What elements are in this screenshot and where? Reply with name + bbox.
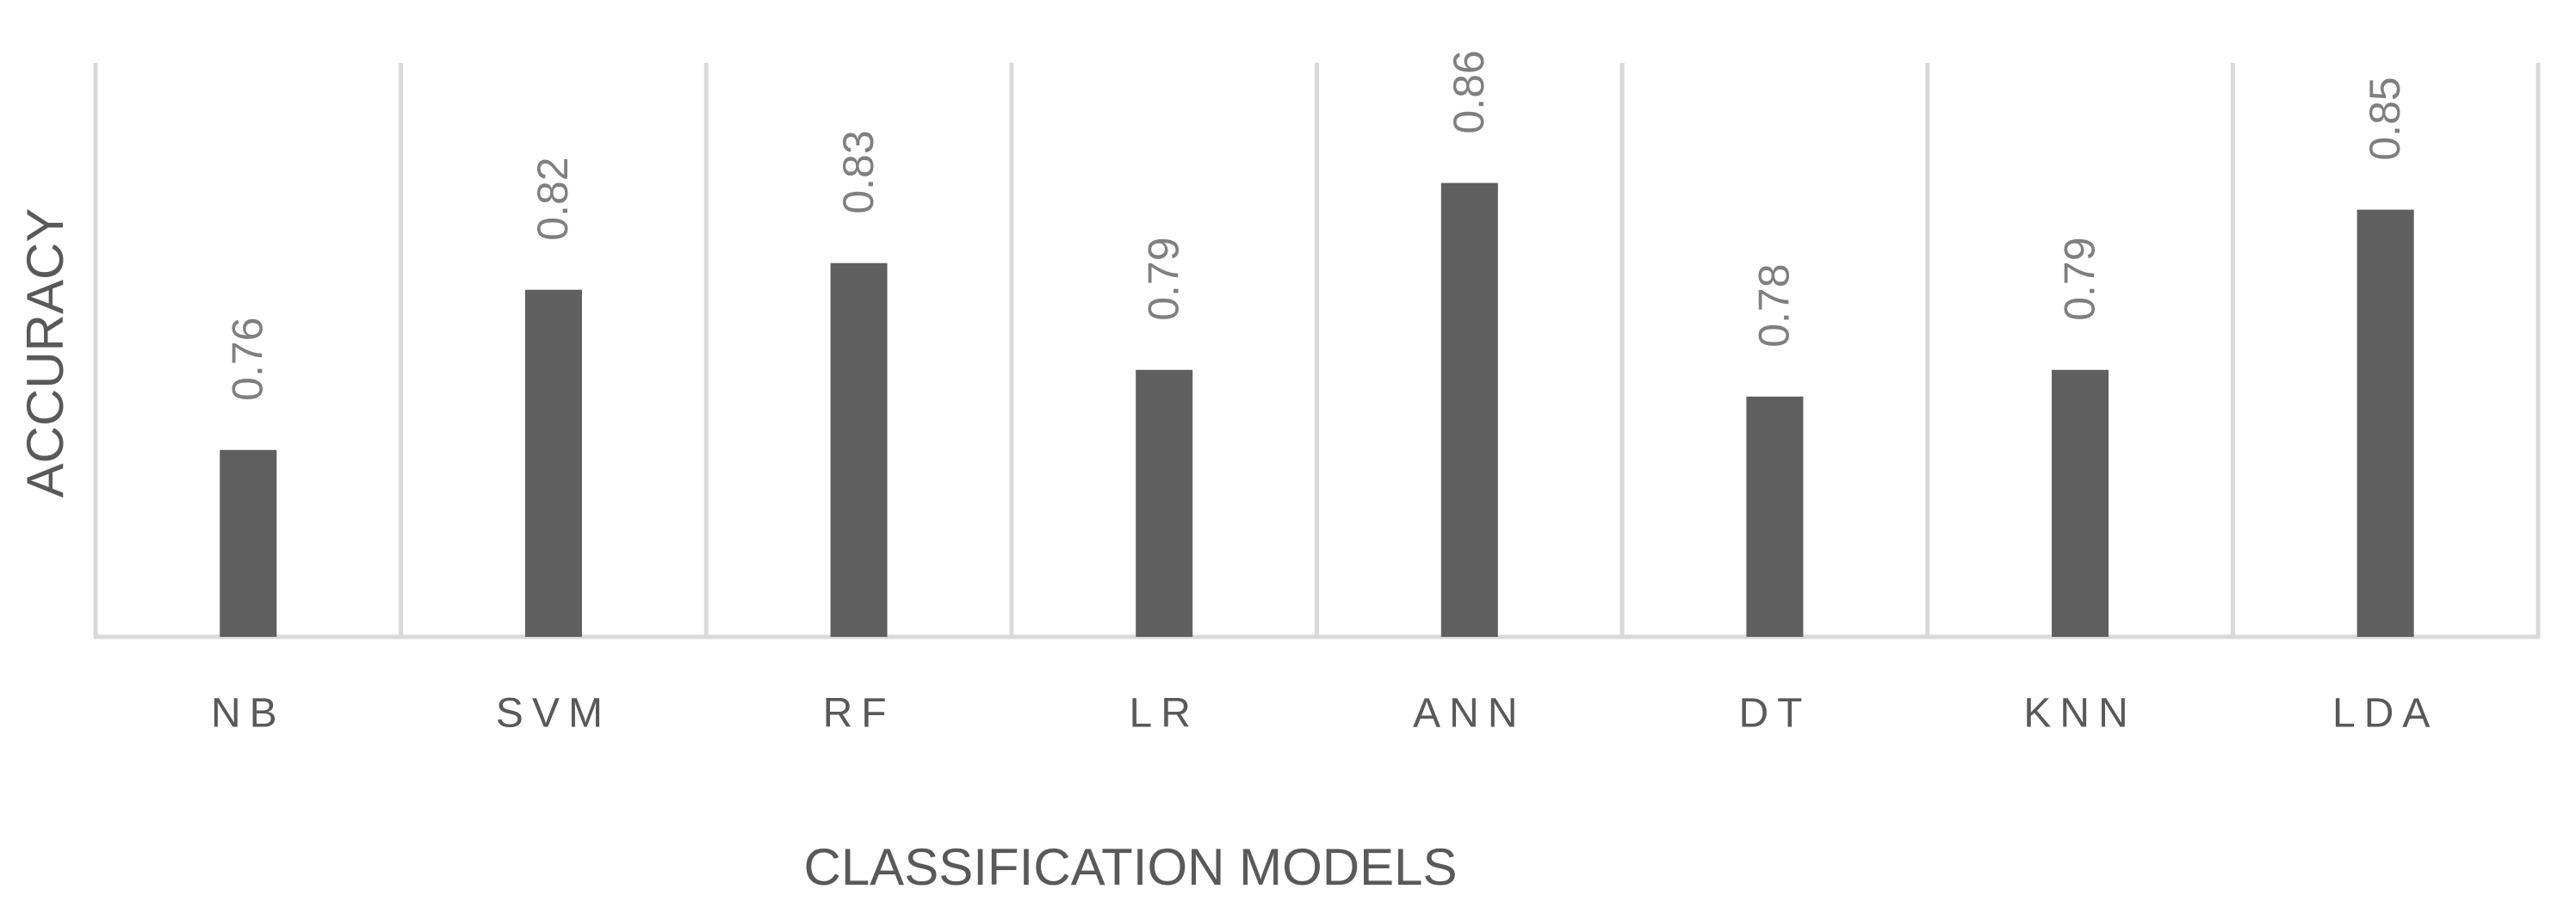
bar xyxy=(2356,209,2414,637)
x-tick-label: SVM xyxy=(496,691,611,737)
x-tick-label: LDA xyxy=(2332,691,2438,737)
x-tick-label: ANN xyxy=(1413,691,1526,737)
bar xyxy=(524,289,582,637)
bar xyxy=(220,449,277,637)
x-axis-title: CLASSIFICATION MODELS xyxy=(803,838,1457,896)
x-tick-label: RF xyxy=(823,691,895,737)
value-label: 0.79 xyxy=(2055,237,2103,320)
bar xyxy=(1440,182,1498,638)
y-axis-title: ACCURACY xyxy=(16,208,74,498)
bar xyxy=(1746,396,1804,637)
bar xyxy=(1136,369,1193,637)
bar xyxy=(2052,369,2109,637)
value-label: 0.78 xyxy=(1750,263,1799,347)
value-label: 0.86 xyxy=(1445,50,1493,133)
value-label: 0.76 xyxy=(224,318,272,401)
x-tick-label: KNN xyxy=(2023,691,2136,737)
bar xyxy=(830,262,888,637)
x-tick-label: DT xyxy=(1738,691,1811,737)
value-label: 0.82 xyxy=(529,157,577,240)
x-tick-label: LR xyxy=(1130,691,1199,737)
value-label: 0.85 xyxy=(2361,77,2409,160)
x-tick-label: NB xyxy=(211,691,286,737)
value-label: 0.83 xyxy=(834,130,882,213)
value-label: 0.79 xyxy=(1139,237,1187,320)
